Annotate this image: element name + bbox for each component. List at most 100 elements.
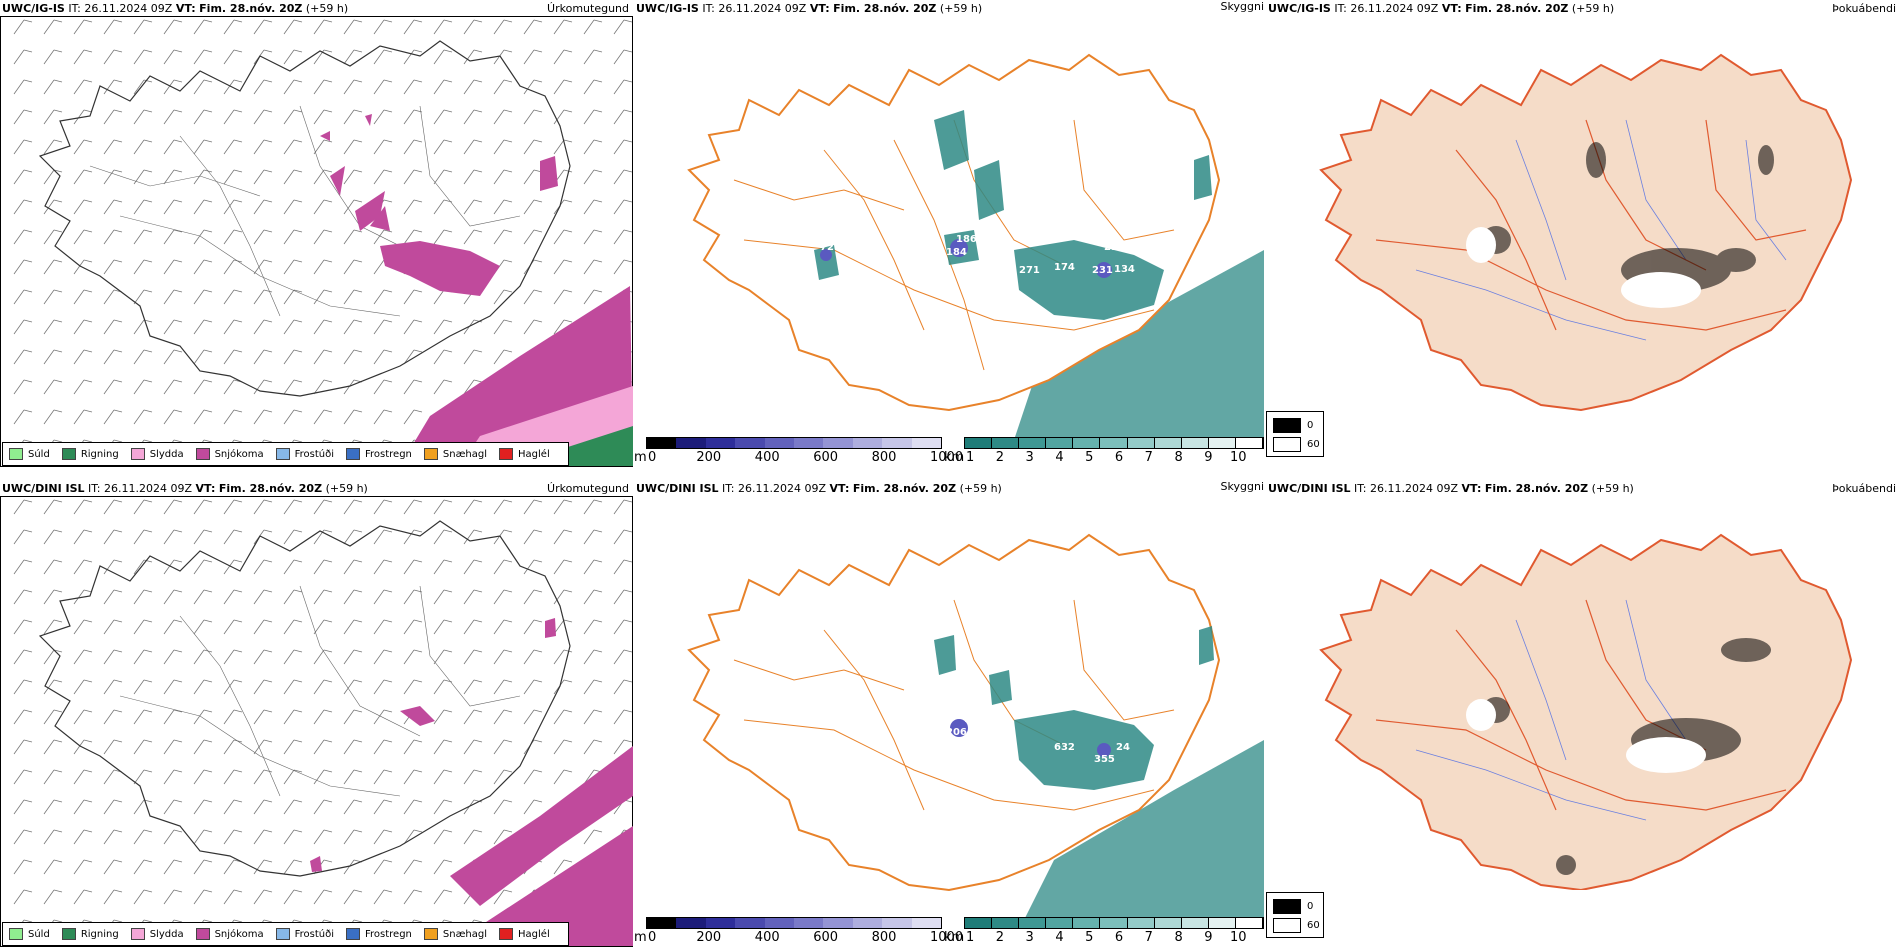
- wind-barb: [463, 619, 483, 635]
- wind-barb: [523, 319, 543, 335]
- wind-barb: [493, 829, 513, 845]
- colorbar-unit: km: [944, 450, 965, 465]
- wind-barb: [493, 229, 513, 245]
- wind-barb: [403, 379, 423, 395]
- wind-barb: [313, 589, 333, 605]
- wind-barb: [373, 589, 393, 605]
- wind-barb: [163, 769, 183, 785]
- wind-barb: [463, 169, 483, 185]
- wind-barb: [163, 49, 183, 65]
- legend-swatch: [499, 928, 514, 940]
- wind-barb: [313, 499, 333, 515]
- colorbar-tick: 200: [696, 930, 722, 945]
- colorbar-segment: [794, 438, 824, 448]
- wind-barb: [553, 229, 573, 245]
- wind-barb: [343, 619, 363, 635]
- fog-title-row1: UWC/IG-IS IT: 26.11.2024 09Z VT: Fim. 28…: [1268, 2, 1615, 15]
- wind-barb: [373, 109, 393, 125]
- colorbar-segment: [992, 438, 1020, 448]
- wind-barb: [133, 79, 153, 95]
- wind-barb: [493, 799, 513, 815]
- wind-barb: [73, 769, 93, 785]
- wind-barb: [343, 409, 363, 425]
- legend-item-snaehagl: Snæhagl: [423, 448, 487, 460]
- wind-barb: [253, 799, 273, 815]
- wind-barb: [223, 709, 243, 725]
- wind-barb: [553, 49, 573, 65]
- wind-barb: [133, 529, 153, 545]
- wind-barb: [133, 49, 153, 65]
- colorbar-tick: 1000: [930, 450, 964, 465]
- wind-barb: [613, 169, 633, 185]
- wind-barb: [223, 139, 243, 155]
- colorbar-segment: [1235, 918, 1264, 928]
- wind-barb: [283, 19, 303, 35]
- wind-barb: [313, 829, 333, 845]
- fog-map-row1: [1319, 53, 1853, 412]
- colorbar-segment: [992, 918, 1020, 928]
- wind-barb: [553, 499, 573, 515]
- wind-barb: [343, 19, 363, 35]
- wind-barb: [283, 379, 303, 395]
- wind-barb: [343, 649, 363, 665]
- legend-item-sudd: Súld: [9, 448, 50, 460]
- wind-barb: [433, 589, 453, 605]
- wind-barb: [283, 619, 303, 635]
- wind-barb: [163, 139, 183, 155]
- colorbar-tick: 1: [966, 930, 975, 945]
- wind-barb: [223, 409, 243, 425]
- wind-barb: [313, 319, 333, 335]
- colorbar-tick: 0: [648, 930, 657, 945]
- legend-item-snjokoma: Snjókoma: [195, 448, 264, 460]
- wind-barb: [73, 409, 93, 425]
- wind-barb: [163, 19, 183, 35]
- wind-barb: [43, 349, 63, 365]
- fog-scale-box-row1: 0 60: [1266, 411, 1324, 457]
- wind-barb: [163, 229, 183, 245]
- wind-barb: [103, 619, 123, 635]
- wind-barb: [553, 769, 573, 785]
- wind-barb: [133, 19, 153, 35]
- legend-swatch: [195, 448, 210, 460]
- wind-barb: [163, 169, 183, 185]
- wind-barb: [493, 649, 513, 665]
- wind-barb: [13, 739, 33, 755]
- wind-barb: [463, 139, 483, 155]
- wind-barb: [373, 499, 393, 515]
- wind-barb: [133, 169, 153, 185]
- wind-barb: [43, 829, 63, 845]
- cloud-base-label: 11: [929, 862, 943, 873]
- wind-barb: [583, 679, 603, 695]
- colorbar-segment: [705, 918, 736, 928]
- wind-barb: [493, 199, 513, 215]
- colorbar-segment: [764, 438, 795, 448]
- wind-barb: [43, 649, 63, 665]
- wind-barb: [613, 49, 633, 65]
- colorbar-tick: 600: [813, 930, 839, 945]
- wind-barb: [403, 19, 423, 35]
- wind-barb: [283, 649, 303, 665]
- colorbar-tick: 4: [1055, 450, 1064, 465]
- wind-barb: [253, 679, 273, 695]
- cloud-base-label: 231: [1092, 265, 1113, 276]
- wind-barb: [613, 499, 633, 515]
- colorbar-tick: 2: [995, 450, 1005, 465]
- wind-barb: [223, 199, 243, 215]
- wind-barb: [253, 109, 273, 125]
- wind-barb: [43, 379, 63, 395]
- wind-barb: [613, 739, 633, 755]
- wind-barb: [433, 529, 453, 545]
- wind-barb: [343, 889, 363, 905]
- wind-barb: [433, 859, 453, 875]
- wind-barb: [313, 199, 333, 215]
- wind-barb: [463, 529, 483, 545]
- colorbar-unit: m: [634, 450, 647, 465]
- wind-barb: [463, 649, 483, 665]
- wind-barb: [103, 139, 123, 155]
- precip-legend-row1: Súld Rigning Slydda Snjókoma Frostúði Fr…: [2, 442, 569, 466]
- wind-barb: [343, 769, 363, 785]
- wind-barb: [373, 49, 393, 65]
- colorbar-segment: [1019, 918, 1047, 928]
- wind-barb: [73, 589, 93, 605]
- wind-barb: [253, 619, 273, 635]
